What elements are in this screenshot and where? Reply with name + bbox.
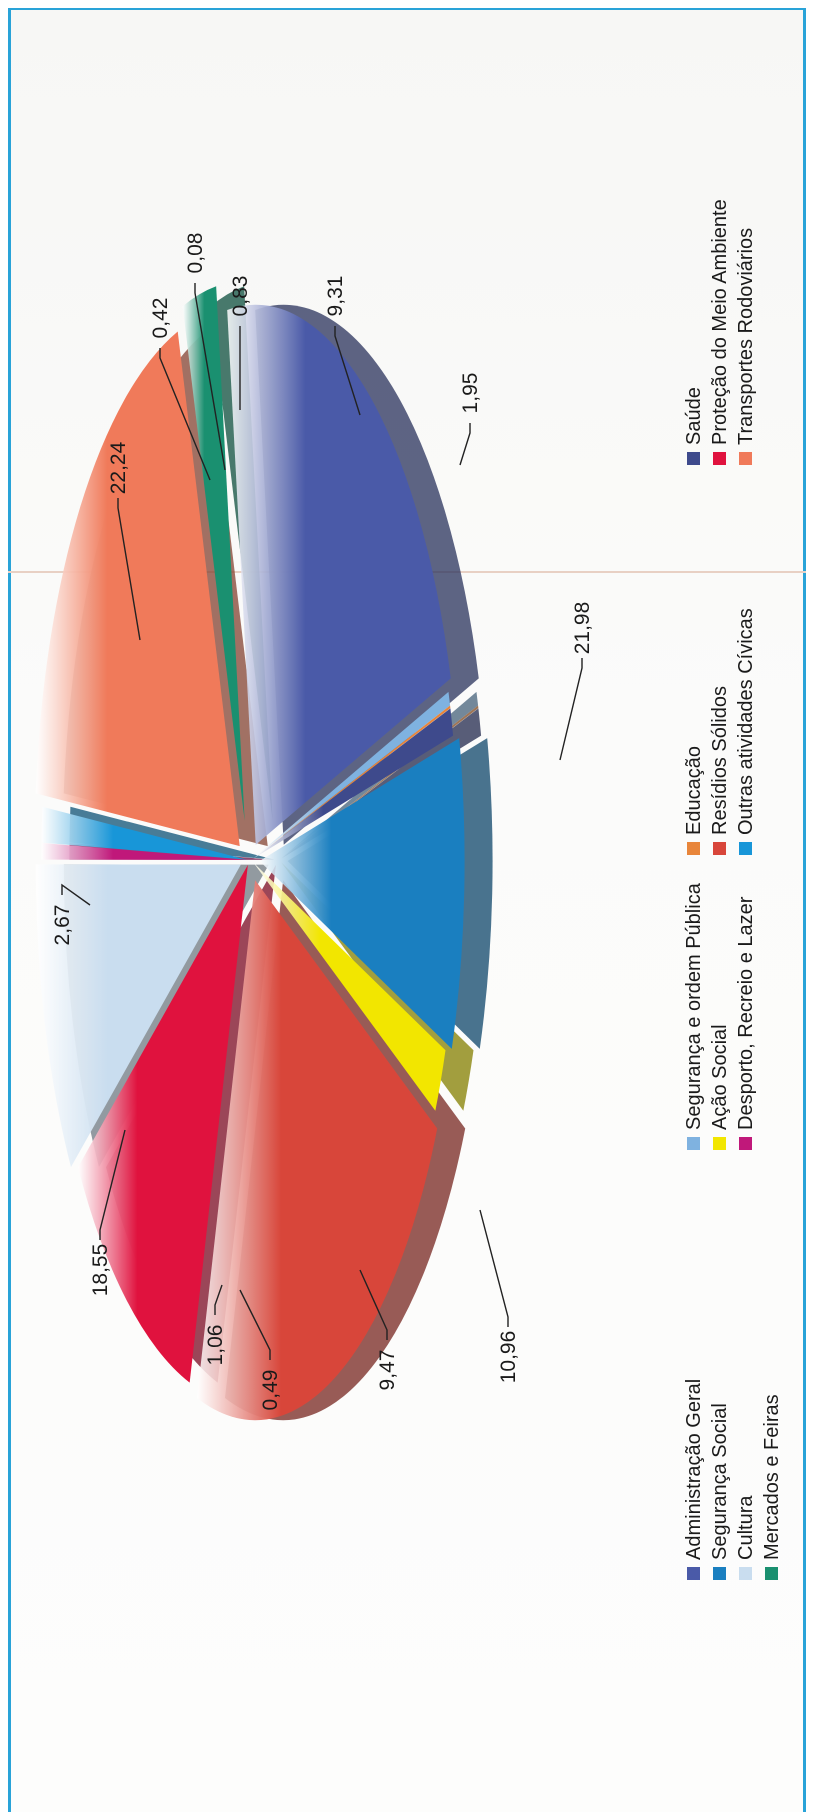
data-label-transportes-rodoviarios: 18,55 <box>89 1244 112 1297</box>
leader-acao-social <box>460 423 470 465</box>
legend-swatch-seguranca-social <box>713 1567 726 1580</box>
data-label-educacao: 0,08 <box>184 233 207 274</box>
legend-swatch-seguranca-e-ordem-publica <box>687 1137 700 1150</box>
legend-swatch-transportes-rodoviarios <box>739 452 752 465</box>
legend-item-transportes-rodoviarios: Transportes Rodoviários <box>735 228 757 465</box>
legend-label-administracao-geral: Administração Geral <box>683 1379 705 1560</box>
legend-swatch-cultura <box>739 1567 752 1580</box>
data-label-saude: 0,83 <box>229 276 252 317</box>
legend-item-desporto-recreio-e-lazer: Desporto, Recreio e Lazer <box>735 896 757 1150</box>
legend-swatch-administracao-geral <box>687 1567 700 1580</box>
legend-swatch-residios-solidos <box>713 842 726 855</box>
data-label-residios-solidos: 21,98 <box>571 602 594 655</box>
legend-label-cultura: Cultura <box>735 1495 757 1560</box>
legend-label-mercados-e-feiras: Mercados e Feiras <box>761 1394 783 1560</box>
data-label-desporto-recreio-e-lazer: 0,49 <box>259 1370 282 1411</box>
legend-label-outras-atividades-civicas: Outras atividades Cívicas <box>735 608 757 835</box>
data-label-mercados-e-feiras: 2,67 <box>51 905 74 946</box>
data-label-acao-social: 1,95 <box>459 373 482 414</box>
legend-swatch-desporto-recreio-e-lazer <box>739 1137 752 1150</box>
legend-swatch-mercados-e-feiras <box>765 1567 778 1580</box>
legend-item-seguranca-social: Segurança Social <box>709 1403 731 1580</box>
legend-label-transportes-rodoviarios: Transportes Rodoviários <box>735 228 757 445</box>
legend-item-administracao-geral: Administração Geral <box>683 1379 705 1580</box>
legend-item-saude: Saúde <box>683 387 705 465</box>
legend-item-outras-atividades-civicas: Outras atividades Cívicas <box>735 608 757 855</box>
legend-label-seguranca-social: Segurança Social <box>709 1403 731 1560</box>
legend-item-educacao: Educação <box>683 746 705 855</box>
legend-label-saude: Saúde <box>683 387 705 445</box>
data-label-protecao-do-meio-ambiente: 10,96 <box>497 1331 520 1384</box>
data-label-administracao-geral: 22,24 <box>107 441 130 494</box>
chart-legend: Administração Geral Segurança Social Cultu… <box>683 199 783 1580</box>
legend-swatch-acao-social <box>713 1137 726 1150</box>
legend-item-mercados-e-feiras: Mercados e Feiras <box>761 1394 783 1580</box>
legend-item-cultura: Cultura <box>735 1495 757 1580</box>
data-label-seguranca-social: 9,31 <box>324 276 347 317</box>
legend-item-residios-solidos: Resídios Sólidos <box>709 686 731 855</box>
legend-label-acao-social: Ação Social <box>709 1024 731 1130</box>
leader-protecao-do-meio-ambiente <box>480 1210 508 1327</box>
legend-swatch-outras-atividades-civicas <box>739 842 752 855</box>
legend-item-acao-social: Ação Social <box>709 1024 731 1150</box>
leader-residios-solidos <box>560 658 582 760</box>
data-label-outras-atividades-civicas: 1,06 <box>204 1325 227 1366</box>
data-label-cultura: 9,47 <box>376 1350 399 1391</box>
legend-item-seguranca-e-ordem-publica: Segurança e ordem Pública <box>683 882 705 1150</box>
legend-label-seguranca-e-ordem-publica: Segurança e ordem Pública <box>683 882 705 1130</box>
legend-swatch-protecao-do-meio-ambiente <box>713 452 726 465</box>
legend-label-desporto-recreio-e-lazer: Desporto, Recreio e Lazer <box>735 896 757 1130</box>
legend-item-protecao-do-meio-ambiente: Proteção do Meio Ambiente <box>709 199 731 465</box>
data-label-seguranca-e-ordem-publica: 0,42 <box>149 298 172 339</box>
legend-label-residios-solidos: Resídios Sólidos <box>709 686 731 835</box>
legend-swatch-educacao <box>687 842 700 855</box>
legend-label-educacao: Educação <box>683 746 705 835</box>
legend-label-protecao-do-meio-ambiente: Proteção do Meio Ambiente <box>709 199 731 445</box>
legend-swatch-saude <box>687 452 700 465</box>
